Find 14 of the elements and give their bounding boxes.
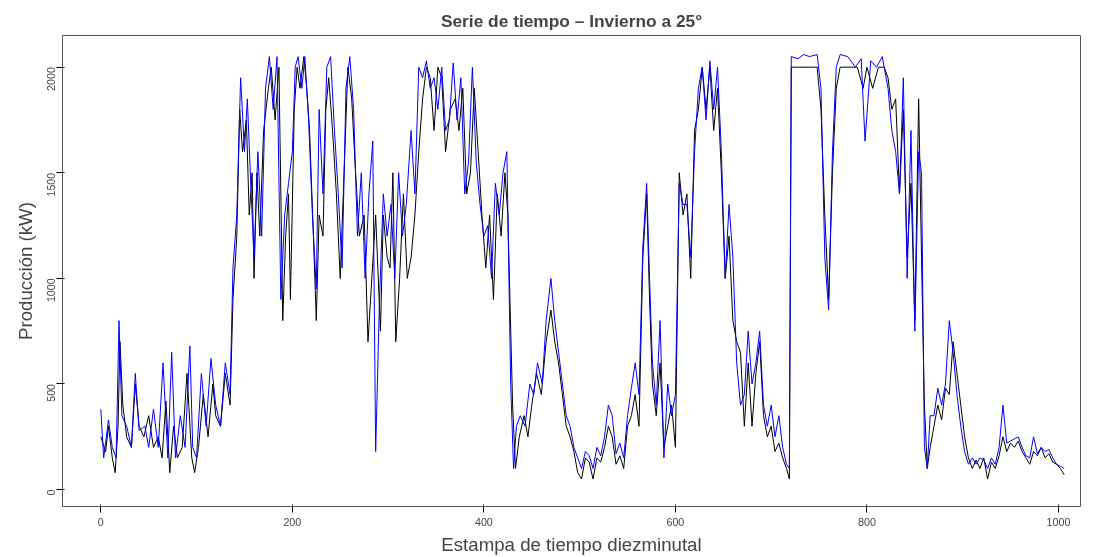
y-axis-title: Producción (kW): [14, 202, 36, 340]
x-tick-label: 200: [283, 515, 302, 528]
x-axis-title: Estampa de tiempo diezminutal: [441, 533, 702, 555]
y-tick-label: 0: [45, 489, 58, 496]
chart-title: Serie de tiempo – Invierno a 25°: [440, 10, 703, 31]
x-tick-label: 0: [97, 515, 104, 528]
x-tick-label: 400: [474, 515, 493, 528]
x-tick-label: 800: [858, 515, 876, 528]
x-tick-label: 1000: [1046, 515, 1071, 528]
y-tick-label: 2000: [45, 67, 58, 91]
y-tick-label: 500: [45, 383, 58, 402]
y-tick-label: 1500: [45, 172, 58, 197]
y-tick-label: 1000: [45, 278, 58, 303]
x-tick-label: 600: [666, 515, 685, 528]
